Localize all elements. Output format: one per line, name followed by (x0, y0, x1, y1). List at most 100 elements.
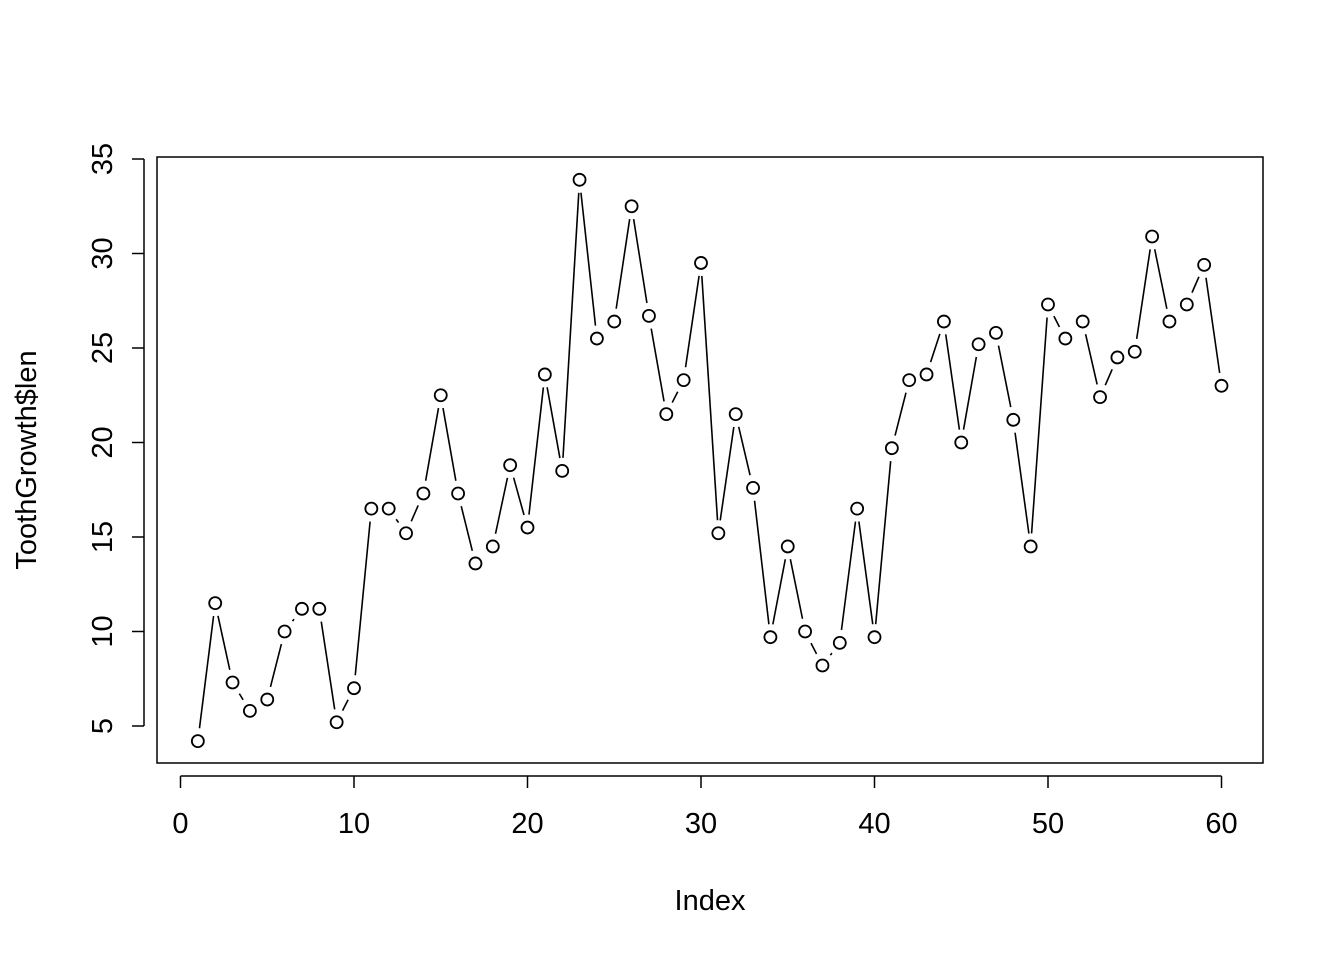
line-segment (829, 652, 833, 656)
data-point (416, 486, 431, 501)
y-axis-label: ToothGrowth$len (11, 350, 43, 569)
line-segment (494, 477, 509, 534)
data-point (659, 407, 674, 422)
data-point (1093, 390, 1107, 405)
data-point (676, 373, 691, 388)
line-segment (858, 521, 874, 625)
data-point (277, 624, 292, 639)
line-segment (753, 500, 770, 625)
line-segment (701, 275, 719, 521)
data-point (832, 635, 847, 650)
line-segment (546, 387, 561, 459)
line-segment (1053, 315, 1061, 328)
data-point (295, 601, 309, 616)
line-segment (1191, 276, 1200, 293)
line-segment (650, 328, 665, 402)
line-segment (424, 407, 440, 481)
data-point (1214, 378, 1229, 393)
series-line (198, 192, 1221, 729)
data-point (537, 367, 552, 382)
data-point (555, 463, 570, 478)
line-segment (684, 275, 700, 368)
data-point (468, 556, 483, 571)
data-point (451, 486, 466, 501)
data-point (815, 658, 830, 673)
y-tick-label: 5 (87, 718, 119, 734)
line-segment (840, 521, 857, 631)
data-point (503, 458, 518, 473)
data-point (728, 407, 743, 422)
line-segment (1135, 249, 1151, 340)
y-axis: 5 10 15 20 25 30 35 (87, 143, 145, 734)
line-segment (1153, 249, 1168, 309)
data-point (312, 601, 327, 616)
data-point (1058, 331, 1073, 346)
data-point (763, 630, 778, 645)
data-point (694, 256, 708, 270)
line-segment (671, 391, 679, 403)
line-segment (198, 615, 215, 729)
x-tick-label: 60 (1205, 808, 1237, 840)
data-point (711, 526, 726, 541)
y-tick-label: 20 (87, 426, 119, 458)
data-point (607, 314, 622, 329)
y-tick-label: 25 (87, 332, 119, 364)
line-segment (1030, 317, 1048, 534)
data-point (798, 624, 812, 639)
x-axis-label: Index (675, 885, 746, 917)
line-segment (944, 334, 961, 430)
data-point (1127, 344, 1142, 359)
data-point (572, 172, 587, 187)
data-point (780, 539, 795, 554)
y-tick-label: 10 (87, 615, 119, 647)
data-point (399, 526, 413, 541)
data-point (242, 703, 257, 718)
line-segment (789, 559, 804, 619)
data-point (624, 199, 639, 214)
line-segment (512, 477, 525, 516)
line-segment (719, 426, 735, 521)
data-point (954, 435, 969, 450)
line-segment (737, 426, 751, 476)
line-segment (632, 218, 648, 304)
data-point (971, 337, 986, 352)
line-segment (615, 218, 631, 309)
data-point (329, 715, 344, 730)
line-segment (894, 392, 907, 436)
data-point (746, 480, 760, 495)
line-segment (580, 192, 597, 326)
line-segment (217, 615, 231, 671)
data-point (485, 539, 500, 554)
line-segment (1084, 334, 1098, 385)
line-segment (320, 621, 336, 710)
data-point (260, 692, 275, 707)
data-point (1110, 350, 1125, 365)
data-point (1179, 297, 1194, 312)
x-tick-label: 30 (685, 808, 717, 840)
line-segment (562, 192, 580, 458)
data-point (1145, 229, 1159, 244)
data-point (919, 367, 934, 382)
data-point (190, 734, 205, 749)
line-segment (442, 407, 457, 481)
data-point (867, 630, 882, 645)
y-tick-label: 15 (87, 521, 119, 553)
line-segment (929, 333, 941, 363)
data-point (208, 596, 223, 611)
x-tick-label: 10 (338, 808, 370, 840)
data-point (520, 520, 535, 535)
y-tick-label: 30 (87, 237, 119, 269)
data-point (364, 501, 379, 516)
x-tick-label: 0 (172, 808, 188, 840)
data-point (433, 388, 448, 403)
data-point (884, 441, 899, 456)
data-point (902, 373, 917, 388)
data-point (347, 681, 361, 696)
data-point (1023, 539, 1038, 554)
line-segment (1014, 432, 1030, 534)
x-tick-label: 50 (1032, 808, 1064, 840)
line-segment (395, 518, 400, 524)
line-segment (810, 642, 818, 655)
x-tick-label: 40 (858, 808, 890, 840)
